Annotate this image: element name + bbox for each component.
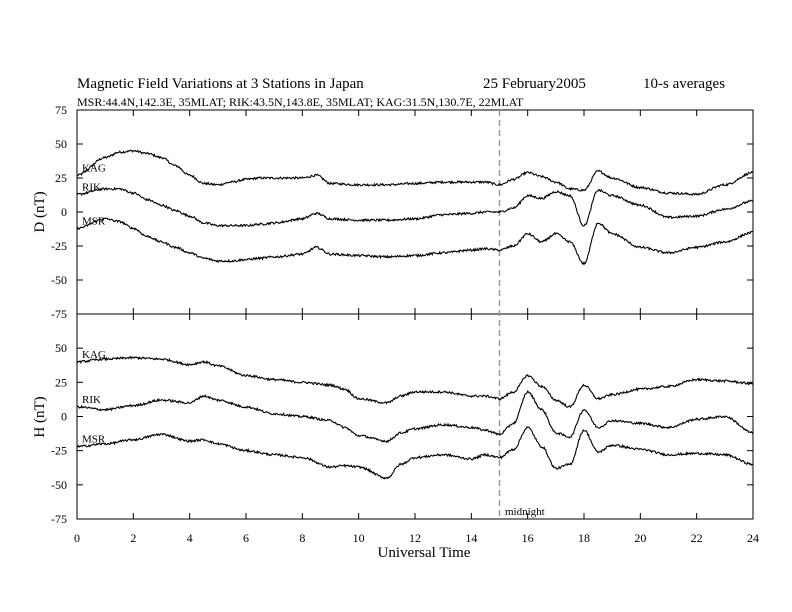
d-series-kag-line bbox=[76, 149, 754, 197]
averaging-label: 10-s averages bbox=[643, 76, 725, 92]
xtick-label: 14 bbox=[465, 531, 477, 545]
h-series-rik-label: RIK bbox=[82, 394, 101, 406]
d-panel-frame bbox=[76, 109, 754, 315]
d-ytick-label: -25 bbox=[51, 239, 67, 253]
xtick-label: 6 bbox=[243, 531, 249, 545]
d-series-rik-label: RIK bbox=[82, 181, 101, 193]
h-series-rik-line bbox=[76, 390, 754, 444]
xtick-label: 20 bbox=[634, 531, 646, 545]
d-series-msr-line bbox=[76, 217, 754, 266]
d-ytick-label: 0 bbox=[61, 205, 67, 219]
xtick-label: 24 bbox=[747, 531, 759, 545]
xtick-label: 2 bbox=[130, 531, 136, 545]
xtick-label: 12 bbox=[409, 531, 421, 545]
figure-date: 25 February2005 bbox=[483, 76, 586, 92]
xtick-label: 16 bbox=[522, 531, 534, 545]
d-ytick-label: 25 bbox=[55, 171, 67, 185]
d-series-msr-label: MSR bbox=[82, 215, 106, 227]
stations-info: MSR:44.4N,142.3E, 35MLAT; RIK:43.5N,143.… bbox=[77, 95, 524, 109]
h-panel-frame bbox=[76, 313, 754, 520]
h-ytick-label: 0 bbox=[61, 410, 67, 424]
h-series-kag-line bbox=[76, 355, 754, 409]
xtick-label: 18 bbox=[578, 531, 590, 545]
h-ytick-label: -25 bbox=[51, 444, 67, 458]
h-ytick-label: -50 bbox=[51, 478, 67, 492]
d-ytick-label: 50 bbox=[55, 137, 67, 151]
xtick-label: 22 bbox=[691, 531, 703, 545]
xtick-label: 8 bbox=[299, 531, 305, 545]
d-series-rik-line bbox=[76, 186, 754, 228]
d-ytick-label: 75 bbox=[55, 103, 67, 117]
h-ytick-label: 25 bbox=[55, 375, 67, 389]
h-series-kag-label: KAG bbox=[82, 349, 106, 361]
h-ytick-label: 50 bbox=[55, 341, 67, 355]
midnight-label: midnight bbox=[505, 506, 545, 518]
data-series: KAG RIK MSR KAG RIK MSR bbox=[76, 149, 754, 480]
h-series-msr-label: MSR bbox=[82, 434, 106, 446]
xtick-label: 10 bbox=[353, 531, 365, 545]
h-series-msr-line bbox=[76, 426, 754, 480]
x-axis-label: Universal Time bbox=[378, 545, 471, 561]
d-ytick-label: -75 bbox=[51, 307, 67, 321]
xtick-label: 4 bbox=[187, 531, 193, 545]
h-ytick-label: -75 bbox=[51, 512, 67, 526]
xtick-label: 0 bbox=[74, 531, 80, 545]
h-axis-label: H (nT) bbox=[32, 396, 48, 437]
d-series-kag-label: KAG bbox=[82, 162, 106, 174]
figure-title: Magnetic Field Variations at 3 Stations … bbox=[77, 76, 364, 92]
d-axis-label: D (nT) bbox=[32, 191, 48, 232]
d-ytick-label: -50 bbox=[51, 273, 67, 287]
